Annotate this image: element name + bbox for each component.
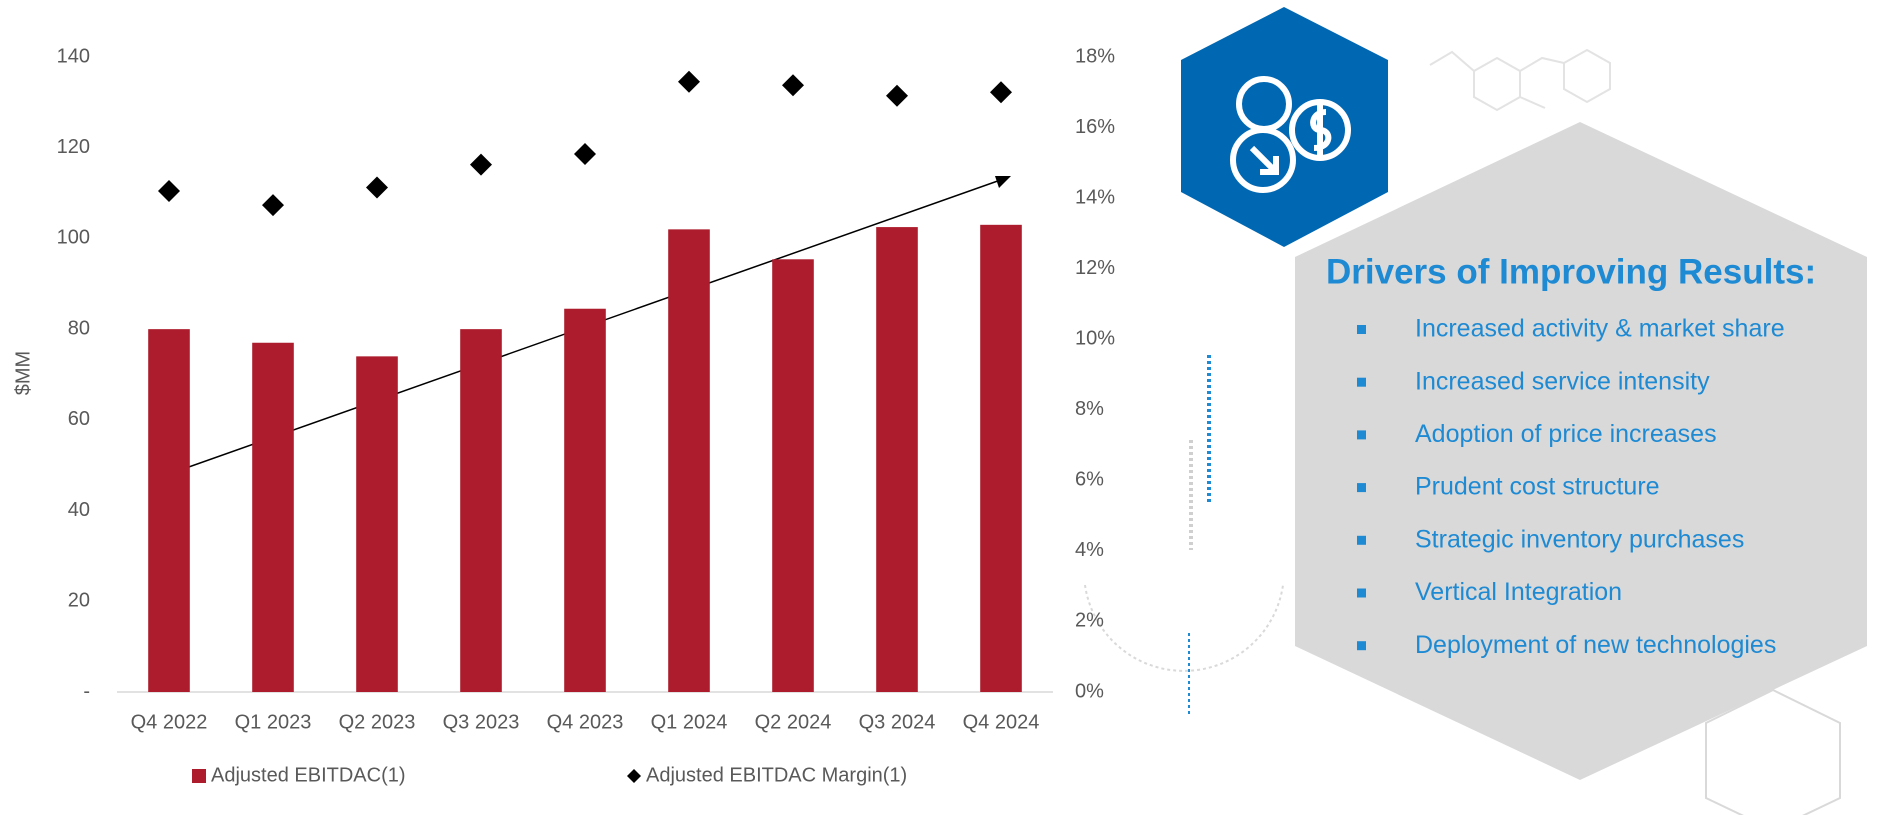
y-tick-label: 140 <box>57 45 90 67</box>
bar <box>460 329 502 692</box>
y-tick-label: 12% <box>1075 257 1115 279</box>
y-tick-label: 80 <box>68 317 90 339</box>
margin-point <box>470 153 492 176</box>
margin-point <box>990 81 1012 104</box>
x-tick-label: Q4 2023 <box>547 711 624 733</box>
y-tick-label: 18% <box>1075 45 1115 67</box>
y-tick-label: 2% <box>1075 610 1104 632</box>
x-tick-label: Q2 2023 <box>339 711 416 733</box>
margin-point <box>366 176 388 199</box>
deco-molecule <box>1429 48 1611 112</box>
panel-item: Increased service intensity <box>1415 367 1710 395</box>
x-tick-label: Q1 2023 <box>235 711 312 733</box>
bullet <box>1357 325 1366 334</box>
panel-item: Deployment of new technologies <box>1415 631 1776 659</box>
bar <box>772 259 814 692</box>
y-tick-label: 60 <box>68 408 90 430</box>
y-tick-label: 6% <box>1075 469 1104 491</box>
bullet <box>1357 588 1366 598</box>
x-tick-label: Q3 2024 <box>859 711 936 733</box>
icon-hexagon <box>1181 7 1388 247</box>
margin-point <box>158 180 180 203</box>
margin-point <box>574 143 596 166</box>
panel-item: Vertical Integration <box>1415 578 1622 606</box>
y-axis-title: $MM <box>12 351 34 395</box>
panel-item: Strategic inventory purchases <box>1415 525 1744 553</box>
y-tick-label: 100 <box>57 227 90 249</box>
margin-point <box>886 84 908 107</box>
bar <box>668 229 710 692</box>
y-tick-label: 40 <box>68 499 90 521</box>
bar <box>980 224 1022 693</box>
legend-label: Adjusted EBITDAC Margin(1) <box>646 764 907 786</box>
legend-swatch <box>627 769 641 783</box>
x-tick-label: Q3 2023 <box>443 711 520 733</box>
y-tick-label: 120 <box>57 136 90 158</box>
legend-label: Adjusted EBITDAC(1) <box>211 764 406 786</box>
x-tick-label: Q4 2022 <box>131 711 208 733</box>
x-tick-label: Q1 2024 <box>651 711 728 733</box>
panel-item: Increased activity & market share <box>1415 315 1785 343</box>
margin-point <box>678 70 700 93</box>
y-tick-label: 10% <box>1075 328 1115 350</box>
deco-hexagon <box>1705 688 1841 815</box>
bar <box>148 329 190 692</box>
bullet <box>1357 377 1366 387</box>
y-tick-label: 14% <box>1075 186 1115 208</box>
x-tick-label: Q4 2024 <box>963 711 1040 733</box>
panel-title: Drivers of Improving Results: <box>1326 252 1816 291</box>
panel-item: Adoption of price increases <box>1415 420 1717 448</box>
legend-swatch <box>192 769 206 783</box>
x-tick-label: Q2 2024 <box>755 711 832 733</box>
bullet <box>1357 430 1366 440</box>
y-tick-label: 20 <box>68 590 90 612</box>
bar <box>876 227 918 692</box>
margin-point <box>782 74 804 97</box>
bullet <box>1357 535 1366 545</box>
margin-point <box>262 194 284 217</box>
y-tick-label: - <box>83 680 90 702</box>
panel-hexagon <box>1295 122 1867 780</box>
y-tick-label: 8% <box>1075 398 1104 420</box>
bar <box>564 308 606 692</box>
y-tick-label: 16% <box>1075 116 1115 138</box>
bar <box>356 356 398 692</box>
y-tick-label: 4% <box>1075 539 1104 561</box>
deco-dashes <box>1084 355 1284 717</box>
bar <box>252 342 294 692</box>
trend-arrowhead <box>995 176 1011 188</box>
bullet <box>1357 483 1366 493</box>
y-tick-label: 0% <box>1075 680 1104 702</box>
panel-item: Prudent cost structure <box>1415 473 1660 501</box>
coins-icon <box>1230 76 1351 193</box>
bullet <box>1357 641 1366 651</box>
